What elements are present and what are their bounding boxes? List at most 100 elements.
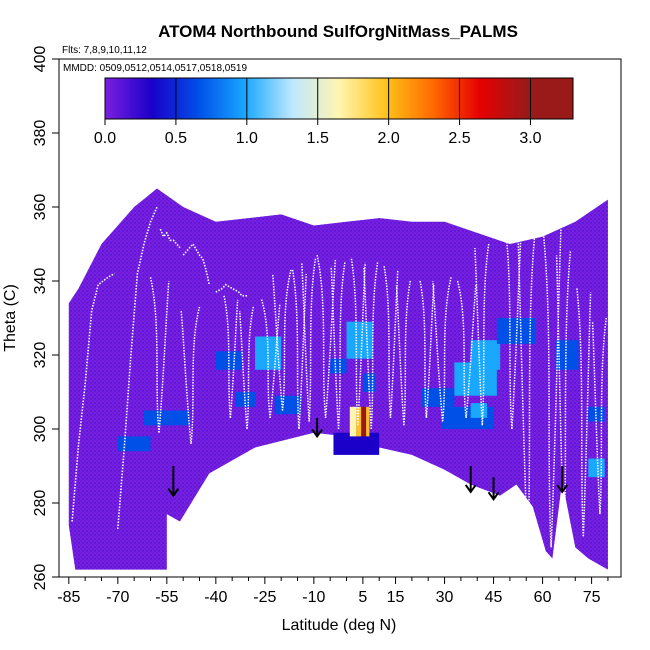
colorbar-bin (245, 78, 293, 119)
arrow-head (311, 428, 323, 439)
colorbar-tick-label: 0.0 (94, 130, 116, 147)
plot-area (68, 188, 608, 570)
profile-track (383, 266, 399, 418)
heatmap-patch (143, 410, 190, 426)
colorbar-bin (105, 78, 153, 119)
profile-track (576, 288, 592, 537)
colorbar-bin (339, 78, 387, 119)
profile-track (419, 280, 435, 418)
x-tick-label: -85 (57, 589, 80, 606)
colorbar-tick-label: 1.5 (307, 130, 329, 147)
y-axis-label: Theta (C) (2, 284, 19, 352)
x-tick-label: -70 (106, 589, 129, 606)
colorbar-bin (526, 78, 574, 119)
colorbar-bin (292, 78, 340, 119)
flight-track (117, 206, 158, 529)
heatmap-patch (235, 392, 256, 407)
heatmap-patch (421, 388, 455, 407)
heatmap-patches (117, 318, 605, 478)
arrow-head (556, 484, 568, 494)
y-tick-label: 340 (32, 268, 49, 295)
y-tick-label: 360 (32, 194, 49, 221)
y-tick-label: 260 (32, 564, 49, 591)
profile-track (301, 258, 317, 422)
heatmap-field (68, 188, 608, 570)
hotspot-cell (361, 406, 367, 437)
y-tick-label: 300 (32, 416, 49, 443)
flights-label: Flts: 7,8,9,10,11,12 (62, 45, 147, 56)
heatmap-patch (274, 395, 301, 415)
field-texture (68, 188, 608, 570)
profile-track (271, 269, 292, 411)
x-tick-label: -10 (302, 589, 325, 606)
hotspot-cell (356, 406, 362, 437)
profile-track (456, 280, 477, 418)
colorbar-bin (479, 78, 527, 119)
y-tick-label: 400 (32, 46, 49, 73)
colorbar-bin (432, 78, 480, 119)
dates-label: MMDD: 0509,0512,0514,0517,0518,0519 (63, 63, 247, 74)
profile-track (474, 243, 490, 426)
profile-track (180, 306, 201, 444)
profile-track (395, 280, 412, 426)
x-axis-label: Latitude (deg N) (282, 617, 397, 634)
profile-track (363, 262, 379, 430)
profile-track (223, 295, 239, 418)
heatmap-patch (346, 321, 373, 359)
colorbar-tick-label: 2.5 (448, 130, 470, 147)
profile-track (330, 262, 346, 430)
profile-track (502, 214, 523, 430)
profile-track (260, 299, 281, 418)
profile-track (149, 277, 170, 433)
x-tick-label: -40 (204, 589, 227, 606)
x-tick-label: 75 (583, 589, 601, 606)
arrows (167, 417, 568, 502)
hotspot-cell (366, 406, 370, 437)
arrow-head (464, 484, 477, 494)
heatmap-patch (470, 340, 501, 370)
heatmap-patch (470, 403, 488, 418)
colorbar-tick-label: 0.5 (165, 130, 187, 147)
flight-track (159, 228, 181, 249)
arrow-head (487, 491, 500, 502)
profile-track (316, 254, 337, 418)
y-tick-label: 380 (32, 120, 49, 147)
heatmap-patch (333, 432, 380, 455)
profile-track (350, 258, 366, 426)
colorbar-bin (385, 78, 434, 119)
heatmap-hotspot (349, 406, 370, 437)
y-tick-label: 320 (32, 342, 49, 369)
colorbar-bin (198, 78, 246, 119)
arrow-head (167, 488, 180, 498)
x-tick-label: 45 (485, 589, 503, 606)
colorbar-ticks: 0.0 0.5 1.0 1.5 2.0 2.5 3.0 (94, 78, 542, 147)
heatmap-patch (117, 436, 151, 452)
y-tick-label: 280 (32, 490, 49, 517)
x-tick-label: 15 (387, 589, 405, 606)
colorbar-tick-label: 2.0 (378, 130, 400, 147)
hotspot-cell (349, 406, 357, 437)
heatmap-patch (330, 358, 347, 374)
profile-track (541, 225, 562, 548)
heatmap-patch (588, 458, 605, 478)
flight-track (182, 242, 211, 285)
heatmap-patch (588, 406, 605, 422)
colorbar-bins (105, 78, 574, 119)
x-tick-label: 60 (534, 589, 552, 606)
heatmap-patch (555, 340, 579, 370)
profile-track (591, 317, 608, 515)
x-tick-label: 5 (358, 589, 367, 606)
colorbar-tick-label: 3.0 (519, 130, 541, 147)
profile-track (291, 269, 308, 430)
x-axis: -85 -70 -55 -40 -25 -10 5 15 30 45 60 75 (57, 577, 609, 606)
profile-track (238, 306, 255, 430)
chart-title: ATOM4 Northbound SulfOrgNitMass_PALMS (158, 22, 518, 41)
flight-tracks (71, 206, 608, 548)
plot-frame (58, 58, 622, 578)
profile-track (516, 221, 537, 548)
colorbar: 0.0 0.5 1.0 1.5 2.0 2.5 3.0 (94, 77, 574, 147)
x-tick-label: 30 (436, 589, 454, 606)
profile-track (432, 277, 452, 422)
y-axis: 260 280 300 320 340 360 380 400 (32, 46, 59, 591)
